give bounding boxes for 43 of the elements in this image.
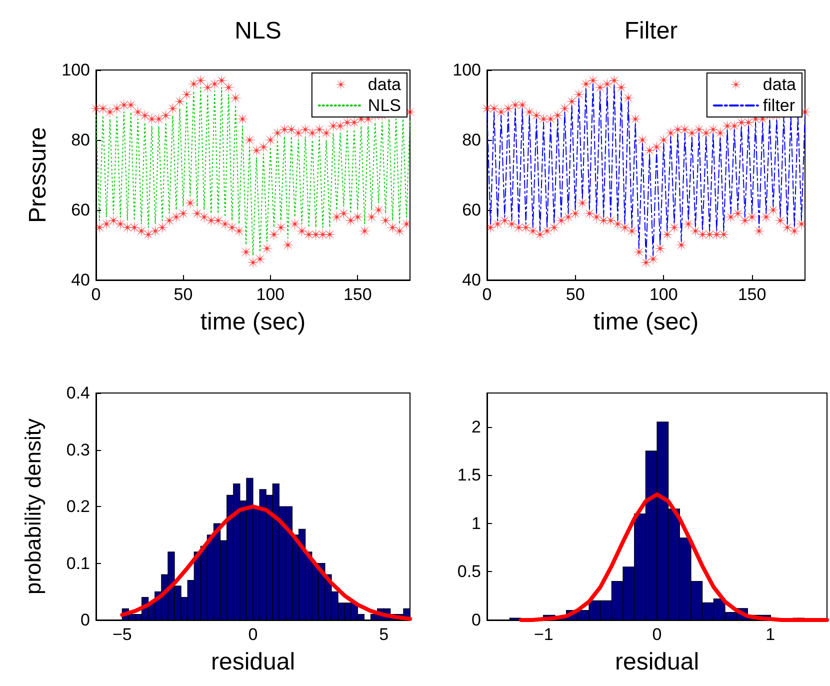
x-tick-label: 0 <box>248 625 258 644</box>
x-axis-title: residual <box>210 648 296 676</box>
x-tick-label: 5 <box>379 625 389 644</box>
legend-label: data <box>762 75 797 94</box>
y-tick-label: 0.3 <box>66 440 90 460</box>
y-tick-label: 60 <box>462 200 481 220</box>
y-tick-label: 80 <box>71 130 90 150</box>
y-axis-title: probability density <box>20 418 46 595</box>
x-axis-title: residual <box>614 648 700 676</box>
x-tick-label: 150 <box>343 285 372 304</box>
y-tick-label: 100 <box>62 60 90 80</box>
x-tick-label: −1 <box>534 625 554 644</box>
y-tick-label: 0.1 <box>66 554 90 573</box>
x-tick-label: 50 <box>174 285 193 304</box>
y-tick-label: 1.5 <box>457 466 481 485</box>
y-tick-label: 80 <box>462 130 481 150</box>
chart-title: Filter <box>624 18 678 44</box>
x-tick-label: 100 <box>649 285 678 304</box>
y-tick-label: 2 <box>472 417 481 436</box>
y-tick-label: 0 <box>80 610 90 630</box>
y-tick-label: 40 <box>71 270 90 290</box>
legend-label: NLS <box>368 96 401 115</box>
y-tick-label: 1 <box>472 514 481 533</box>
x-tick-label: 150 <box>738 285 766 304</box>
x-tick-label: 0 <box>652 625 662 644</box>
y-tick-label: 0.4 <box>66 384 90 402</box>
y-tick-label: 40 <box>462 270 481 290</box>
y-axis-title: Pressure <box>24 126 52 224</box>
line-series <box>120 504 412 621</box>
x-tick-label: −5 <box>112 625 132 644</box>
legend-label: data <box>368 75 402 94</box>
y-tick-label: 0 <box>472 610 481 630</box>
legend-label: filter <box>762 96 796 115</box>
x-tick-label: 100 <box>256 285 285 304</box>
x-tick-label: 50 <box>566 285 585 304</box>
y-tick-label: 100 <box>452 60 481 80</box>
y-tick-label: 60 <box>71 200 90 220</box>
y-tick-label: 0.5 <box>457 562 481 582</box>
x-tick-label: 1 <box>766 625 776 644</box>
x-axis-title: time (sec) <box>593 308 699 336</box>
y-tick-label: 0.2 <box>66 497 90 516</box>
x-axis-title: time (sec) <box>200 308 306 336</box>
chart-title: NLS <box>234 18 282 44</box>
